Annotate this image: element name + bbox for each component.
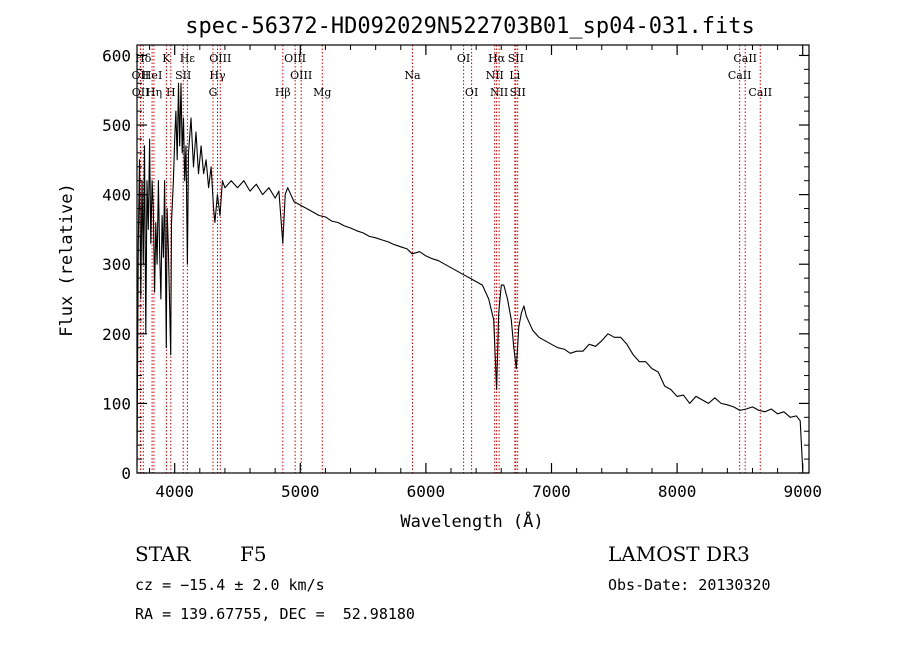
line-label-11: G	[209, 86, 218, 99]
y-tick-label-1: 100	[102, 394, 131, 413]
obs-date: Obs-Date: 20130320	[608, 576, 771, 594]
y-tick-label-4: 400	[102, 186, 131, 205]
coordinates: RA = 139.67755, DEC = 52.98180	[135, 605, 415, 623]
y-tick-label-2: 200	[102, 325, 131, 344]
line-label-19: Hα	[488, 52, 506, 65]
y-axis: 0 100 200 300 400 500 600	[102, 46, 809, 483]
line-label-18: OI	[465, 86, 478, 99]
line-label-9: OIII	[209, 52, 231, 65]
chart-title: spec-56372-HD092029N522703B01_sp04-031.f…	[185, 14, 755, 39]
line-label-21: NII	[486, 69, 504, 82]
line-label-3: OII	[132, 69, 150, 82]
y-tick-label-3: 300	[102, 255, 131, 274]
redshift-value: cz = −15.4 ± 2.0 km/s	[135, 576, 325, 594]
line-label-16: Na	[404, 69, 421, 82]
line-label-17: OI	[457, 52, 470, 65]
y-tick-label-6: 600	[102, 46, 131, 65]
y-tick-label-0: 0	[121, 464, 131, 483]
y-axis-label: Flux (relative)	[57, 183, 77, 337]
x-axis: 4000 5000 6000 7000 8000 9000	[149, 45, 822, 501]
line-label-2: Hε	[180, 52, 196, 65]
x-tick-label-5: 9000	[783, 482, 822, 501]
line-label-8: H	[166, 86, 176, 99]
subclass: F5	[240, 542, 267, 566]
line-label-14: Hβ	[275, 86, 291, 99]
spectral-line-markers	[139, 45, 761, 473]
x-axis-label: Wavelength (Å)	[400, 510, 543, 532]
line-label-26: CaII	[728, 69, 752, 82]
survey-name: LAMOST DR3	[608, 542, 750, 566]
line-label-15: Mg	[313, 86, 331, 99]
line-label-24: SII	[510, 86, 526, 99]
line-label-23: NII	[490, 86, 508, 99]
line-label-10: Hγ	[209, 69, 226, 82]
x-tick-label-2: 6000	[407, 482, 446, 501]
line-label-25: CaII	[733, 52, 757, 65]
line-label-12: OIII	[284, 52, 306, 65]
line-label-5: SII	[175, 69, 191, 82]
object-type: STAR	[135, 542, 191, 566]
line-label-7: Hη	[146, 86, 162, 99]
line-label-4: HeI	[142, 69, 162, 82]
line-label-20: SII	[508, 52, 524, 65]
plot-frame	[136, 44, 810, 474]
y-tick-label-5: 500	[102, 116, 131, 135]
line-label-27: CaII	[748, 86, 772, 99]
x-tick-label-1: 5000	[281, 482, 320, 501]
spectrum-series-line	[136, 82, 804, 470]
line-label-6: OII	[132, 86, 150, 99]
x-tick-label-3: 7000	[532, 482, 571, 501]
line-label-1: K	[162, 52, 171, 65]
line-label-0: Hδ	[135, 52, 152, 65]
x-tick-label-4: 8000	[658, 482, 697, 501]
line-label-13: OIII	[290, 69, 312, 82]
x-tick-label-0: 4000	[155, 482, 194, 501]
line-label-22: Li	[509, 69, 520, 82]
